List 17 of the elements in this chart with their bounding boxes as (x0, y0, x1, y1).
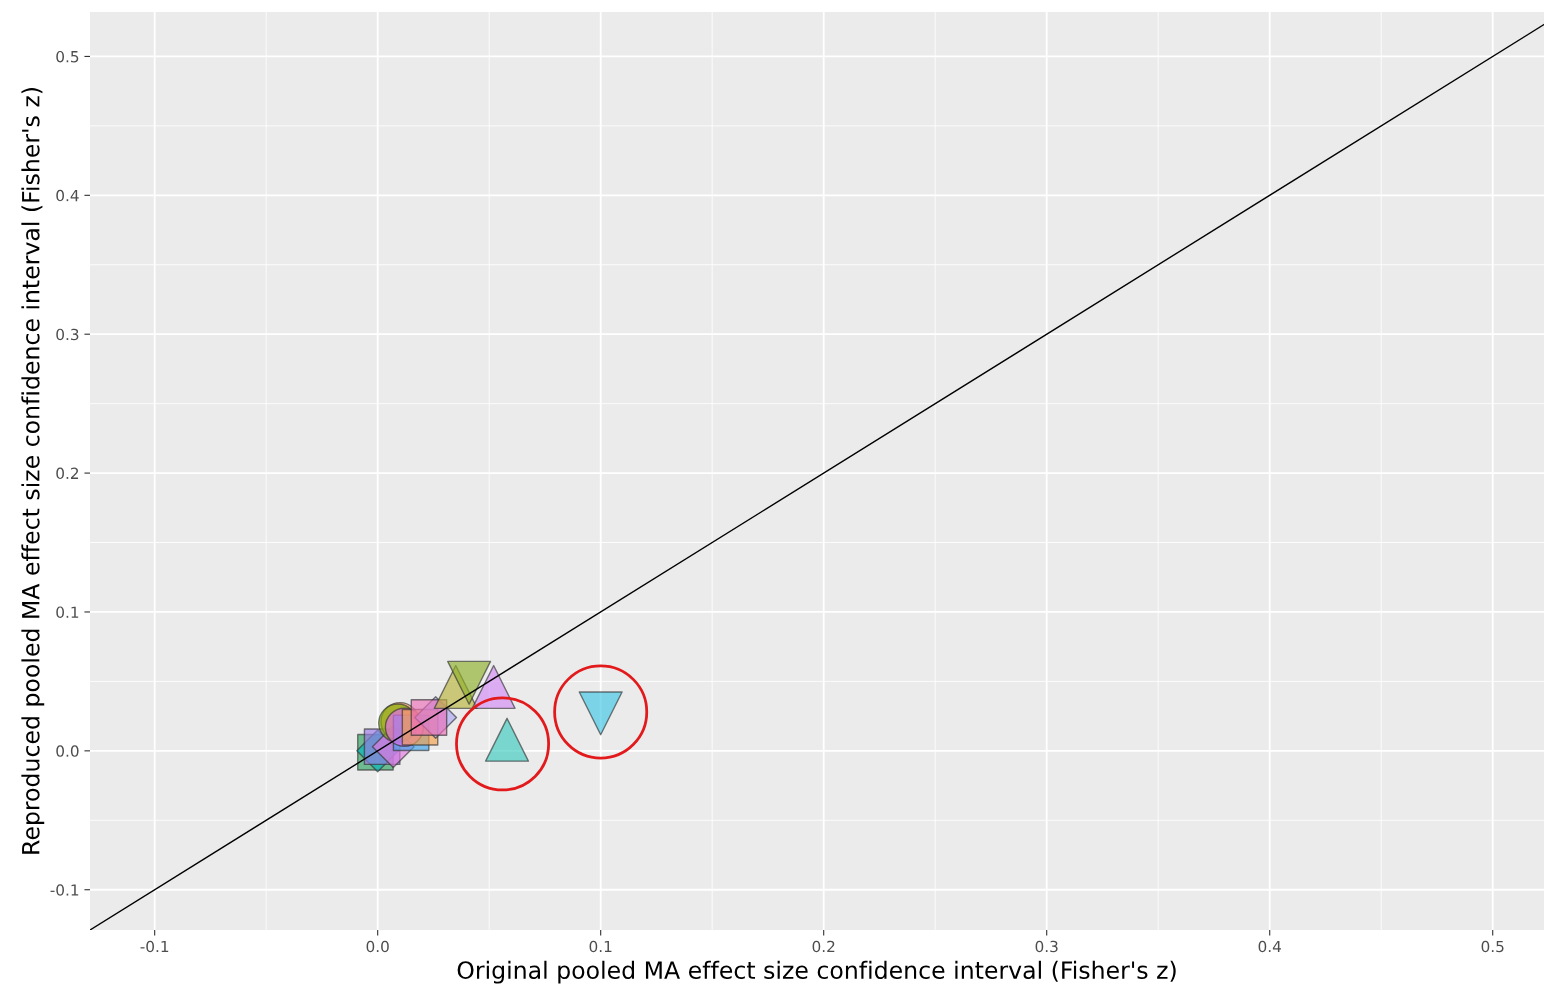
y-tick-label: 0.2 (56, 467, 79, 480)
x-tick-label: 0.5 (1481, 940, 1504, 953)
x-tick-label: 0.4 (1258, 940, 1281, 953)
x-tick-label: 0.3 (1035, 940, 1058, 953)
y-tick-label: 0.0 (56, 745, 79, 757)
y-tick-label: -0.1 (50, 884, 79, 896)
x-tick-label: 0.2 (812, 940, 835, 953)
y-tick-label: 0.3 (56, 328, 79, 341)
y-tick-label: 0.4 (56, 189, 79, 202)
x-tick-label: -0.1 (140, 940, 169, 953)
x-axis-title: Original pooled MA effect size confidence interval (Fisher's z) (457, 960, 1176, 984)
x-tick-label: 0.0 (366, 940, 389, 953)
x-tick-label: 0.1 (589, 940, 612, 953)
y-tick-label: 0.1 (56, 606, 79, 618)
y-axis-title: Reproduced pooled MA effect size confidence interval (Fisher's z) (21, 88, 45, 854)
point (447, 660, 492, 705)
y-tick-label: 0.5 (56, 50, 79, 63)
